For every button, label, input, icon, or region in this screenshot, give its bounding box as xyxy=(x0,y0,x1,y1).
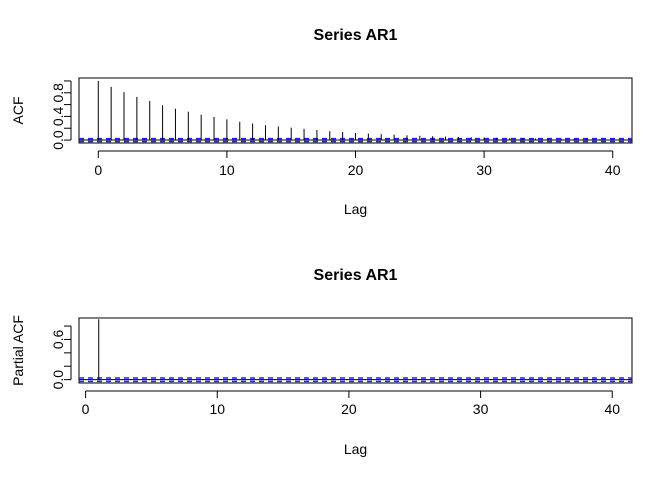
pacf-panel: Series AR1 0 10 20 30 40 0.0 0.6 Lag Partial ACF xyxy=(10,267,633,457)
x-tick-label: 0 xyxy=(94,162,102,178)
y-tick-label: 0.0 xyxy=(50,370,66,390)
x-tick-label: 30 xyxy=(473,401,489,417)
y-tick-label: 0.6 xyxy=(50,330,66,350)
chart-title: Series AR1 xyxy=(314,267,398,284)
chart-title: Series AR1 xyxy=(314,27,398,44)
x-axis-label: Lag xyxy=(344,441,367,457)
x-tick-label: 40 xyxy=(604,401,620,417)
acf-panel: Series AR1 0 10 20 30 40 0.0 0.4 0.8 Lag ACF xyxy=(10,27,633,217)
x-axis-label: Lag xyxy=(344,201,367,217)
x-tick-label: 10 xyxy=(219,162,235,178)
x-tick-label: 10 xyxy=(209,401,225,417)
y-tick-label: 0.8 xyxy=(50,83,66,103)
x-tick-label: 30 xyxy=(476,162,492,178)
y-tick-label: 0.4 xyxy=(50,106,66,126)
x-tick-label: 20 xyxy=(341,401,357,417)
y-axis-label: ACF xyxy=(10,97,26,125)
y-axis-label: Partial ACF xyxy=(10,315,26,386)
plot-frame xyxy=(78,77,633,144)
x-tick-label: 40 xyxy=(605,162,621,178)
x-tick-label: 0 xyxy=(82,401,90,417)
plot-frame xyxy=(78,317,633,384)
x-tick-label: 20 xyxy=(348,162,364,178)
y-tick-label: 0.0 xyxy=(50,130,66,150)
